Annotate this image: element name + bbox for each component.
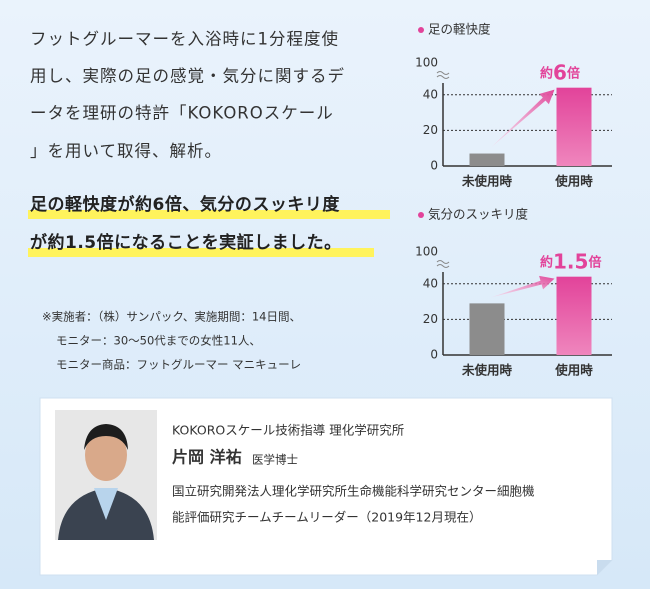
affiliation: 国立研究開発法人理化学研究所生命機能科学研究センター細胞機 [172, 484, 535, 499]
card-fold [597, 560, 612, 575]
bar-chart: 気分のスッキリ度 100 0 20 40 未使用時 使用時 約1.5倍 [415, 207, 612, 378]
x-tick-label: 使用時 [554, 363, 593, 378]
highlight: 足の軽快度が約6倍、気分のスッキリ度 が約1.5倍になることを実証しました。 [28, 194, 390, 257]
bar [469, 153, 505, 166]
degree: 医学博士 [252, 453, 298, 467]
intro-text: フットグルーマーを入浴時に1分程度使 用し、実際の足の感覚・気分に関するデ ータ… [30, 30, 345, 161]
highlight-line: 足の軽快度が約6倍、気分のスッキリ度 [30, 194, 340, 215]
annotation-part: 約 [540, 65, 553, 81]
x-tick-label: 未使用時 [461, 174, 513, 189]
y-tick-label: 20 [423, 123, 438, 137]
title-dot [418, 212, 424, 218]
chart-title: 気分のスッキリ度 [428, 207, 529, 222]
intro-line: 用し、実際の足の感覚・気分に関するデ [30, 66, 345, 86]
profile-card: KOKOROスケール技術指導 理化学研究所 片岡 洋祐 医学博士 国立研究開発法… [39, 397, 613, 576]
y-tick-label: 40 [423, 87, 438, 101]
bar [556, 276, 592, 355]
intro-line: ータを理研の特許「KOKOROスケール [30, 104, 334, 123]
highlight-line: が約1.5倍になることを実証しました。 [30, 232, 342, 253]
intro-line: 」を用いて取得、解析。 [30, 142, 222, 161]
note-line: モニター商品：フットグルーマー マニキューレ [56, 358, 301, 372]
title-dot [418, 27, 424, 33]
annotation: 約1.5倍 [540, 249, 601, 273]
annotation-part: 6 [553, 60, 567, 84]
bar [556, 87, 592, 166]
bar [469, 303, 505, 355]
note-line: ※実施者：（株）サンパック、実施期間：14日間、 [42, 310, 301, 324]
marker [28, 248, 374, 257]
chart-title: 足の軽快度 [428, 22, 491, 37]
x-tick-label: 未使用時 [461, 363, 513, 378]
photo [55, 410, 157, 540]
arrow [491, 275, 555, 298]
annotation-part: 1.5 [553, 249, 588, 273]
person-name: 片岡 洋祐 [172, 448, 242, 467]
y-tick-label: 100 [415, 245, 438, 259]
annotation-part: 倍 [567, 65, 580, 81]
arrow [491, 89, 555, 148]
notes: ※実施者：（株）サンパック、実施期間：14日間、 モニター：30～50代までの女… [42, 310, 301, 372]
marker [28, 210, 390, 219]
annotation: 約6倍 [540, 60, 580, 84]
note-line: モニター：30～50代までの女性11人、 [56, 334, 261, 348]
affiliation: 能評価研究チームチームリーダー（2019年12月現在） [172, 510, 481, 525]
intro-line: フットグルーマーを入浴時に1分程度使 [30, 30, 339, 49]
axis-break [436, 71, 450, 79]
y-tick-label: 0 [430, 159, 438, 173]
y-tick-label: 0 [430, 348, 438, 362]
y-tick-label: 40 [423, 276, 438, 290]
x-tick-label: 使用時 [554, 174, 593, 189]
axis-break [436, 260, 450, 268]
annotation-part: 倍 [588, 254, 601, 270]
supervisor: KOKOROスケール技術指導 理化学研究所 [172, 423, 404, 438]
annotation-part: 約 [540, 254, 553, 270]
y-tick-label: 100 [415, 56, 438, 70]
y-tick-label: 20 [423, 312, 438, 326]
bar-chart: 足の軽快度 100 0 20 40 未使用時 使用時 約6倍 [415, 22, 612, 189]
